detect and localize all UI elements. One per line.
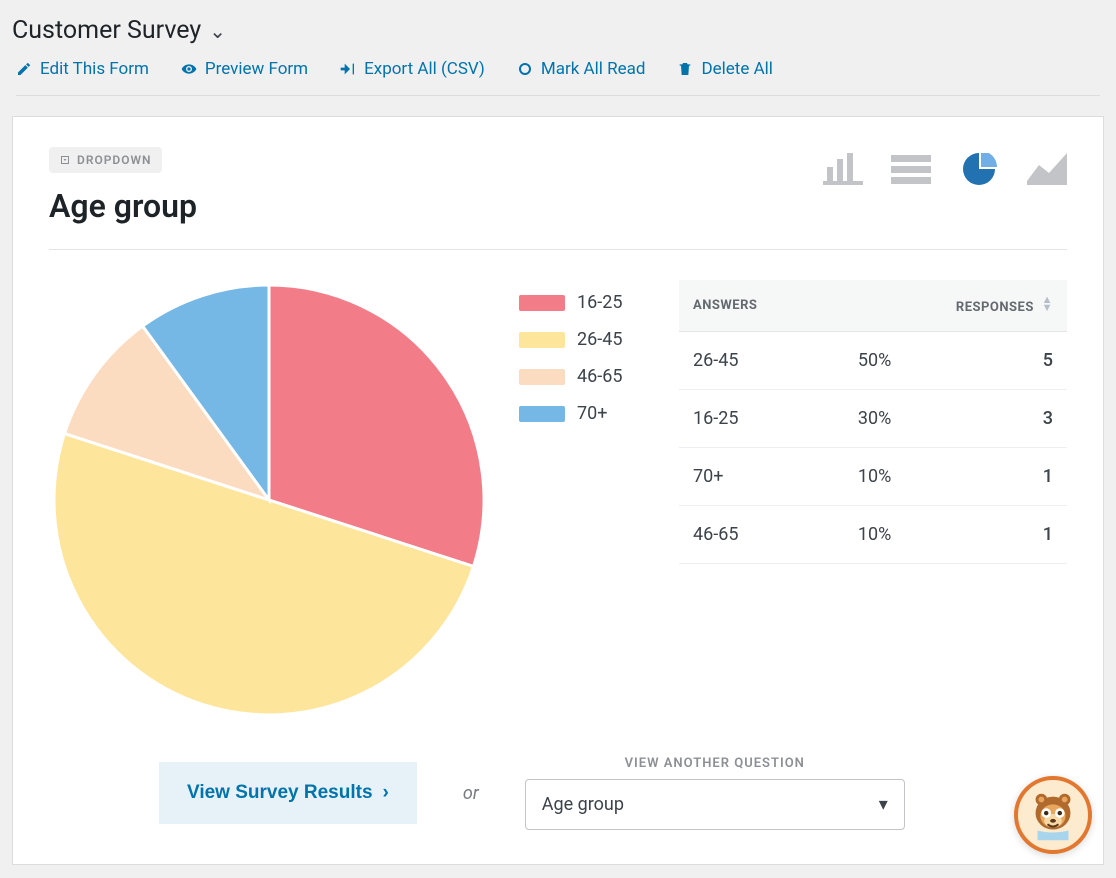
card-divider — [49, 249, 1067, 250]
table-row: 70+10%1 — [679, 448, 1067, 506]
cell-answer: 26-45 — [679, 332, 844, 390]
results-card: DROPDOWN Age group — [12, 116, 1104, 865]
edit-form-label: Edit This Form — [40, 59, 149, 79]
delete-all-label: Delete All — [701, 59, 772, 79]
edit-form-link[interactable]: Edit This Form — [16, 59, 149, 79]
legend-label: 70+ — [577, 403, 607, 424]
legend-item: 46-65 — [519, 366, 649, 387]
export-csv-link[interactable]: Export All (CSV) — [340, 59, 485, 79]
horizontal-bar-icon — [891, 153, 931, 185]
mascot-icon — [1022, 784, 1084, 846]
pencil-icon — [16, 61, 32, 77]
legend-item: 16-25 — [519, 292, 649, 313]
chevron-right-icon: › — [383, 782, 389, 804]
export-csv-label: Export All (CSV) — [364, 59, 485, 79]
legend-label: 16-25 — [577, 292, 622, 313]
table-row: 16-2530%3 — [679, 390, 1067, 448]
field-type-badge: DROPDOWN — [49, 147, 162, 173]
chart-type-line[interactable] — [1027, 153, 1067, 185]
header-divider — [16, 95, 1100, 96]
field-type-label: DROPDOWN — [77, 153, 152, 167]
cell-answer: 16-25 — [679, 390, 844, 448]
table-row: 26-4550%5 — [679, 332, 1067, 390]
cell-answer: 46-65 — [679, 506, 844, 564]
chart-type-pie[interactable] — [959, 153, 999, 185]
card-footer: View Survey Results › or VIEW ANOTHER QU… — [49, 756, 1067, 830]
chart-type-bar[interactable] — [823, 153, 863, 185]
chart-legend: 16-25 26-45 46-65 70+ — [519, 292, 649, 440]
pie-chart-icon — [959, 153, 999, 185]
view-survey-results-button[interactable]: View Survey Results › — [159, 762, 417, 824]
delete-all-link[interactable]: Delete All — [677, 59, 772, 79]
caret-down-icon: ▾ — [879, 794, 888, 815]
pie-chart — [49, 280, 489, 720]
results-content: 16-2526-4546-6570+ ANSWERS RESPONSES ▲▼ … — [49, 280, 1067, 720]
or-label: or — [463, 783, 479, 804]
cell-percent: 30% — [844, 390, 982, 448]
legend-label: 26-45 — [577, 329, 622, 350]
preview-form-label: Preview Form — [205, 59, 308, 79]
help-chatbot-button[interactable] — [1014, 776, 1092, 854]
view-another-question: VIEW ANOTHER QUESTION Age group ▾ — [525, 756, 905, 830]
dropdown-badge-icon — [59, 154, 71, 166]
action-bar: Edit This Form Preview Form Export All (… — [12, 59, 1104, 79]
legend-item: 26-45 — [519, 329, 649, 350]
bar-chart-icon — [823, 153, 863, 185]
form-title: Customer Survey — [12, 16, 201, 45]
legend-label: 46-65 — [577, 366, 622, 387]
line-chart-icon — [1027, 153, 1067, 185]
chevron-down-icon: ⌄ — [209, 19, 226, 43]
export-icon — [340, 61, 356, 77]
legend-swatch — [519, 369, 565, 385]
page-header: Customer Survey ⌄ Edit This Form Preview… — [0, 0, 1116, 96]
cell-count: 1 — [981, 506, 1067, 564]
table-row: 46-6510%1 — [679, 506, 1067, 564]
legend-item: 70+ — [519, 403, 649, 424]
column-header-responses[interactable]: RESPONSES ▲▼ — [844, 280, 1067, 332]
mark-all-read-label: Mark All Read — [541, 59, 646, 79]
preview-form-link[interactable]: Preview Form — [181, 59, 308, 79]
legend-swatch — [519, 332, 565, 348]
question-select[interactable]: Age group ▾ — [525, 779, 905, 830]
cell-count: 3 — [981, 390, 1067, 448]
results-table: ANSWERS RESPONSES ▲▼ 26-4550%516-2530%37… — [679, 280, 1067, 564]
cell-percent: 10% — [844, 448, 982, 506]
question-title: Age group — [49, 187, 197, 225]
results-table-wrap: ANSWERS RESPONSES ▲▼ 26-4550%516-2530%37… — [679, 280, 1067, 564]
circle-icon — [517, 61, 533, 77]
legend-swatch — [519, 295, 565, 311]
chart-type-horizontal-bar[interactable] — [891, 153, 931, 185]
column-header-answers[interactable]: ANSWERS — [679, 280, 844, 332]
selected-question: Age group — [542, 794, 624, 815]
trash-icon — [677, 61, 693, 77]
cell-answer: 70+ — [679, 448, 844, 506]
chart-type-toggle — [823, 153, 1067, 185]
legend-swatch — [519, 406, 565, 422]
cell-count: 5 — [981, 332, 1067, 390]
mark-all-read-link[interactable]: Mark All Read — [517, 59, 646, 79]
cell-percent: 10% — [844, 506, 982, 564]
form-selector[interactable]: Customer Survey ⌄ — [12, 16, 1104, 45]
eye-icon — [181, 61, 197, 77]
view-results-label: View Survey Results — [187, 782, 373, 804]
sort-icon: ▲▼ — [1042, 296, 1053, 312]
another-question-label: VIEW ANOTHER QUESTION — [525, 756, 905, 771]
cell-percent: 50% — [844, 332, 982, 390]
cell-count: 1 — [981, 448, 1067, 506]
